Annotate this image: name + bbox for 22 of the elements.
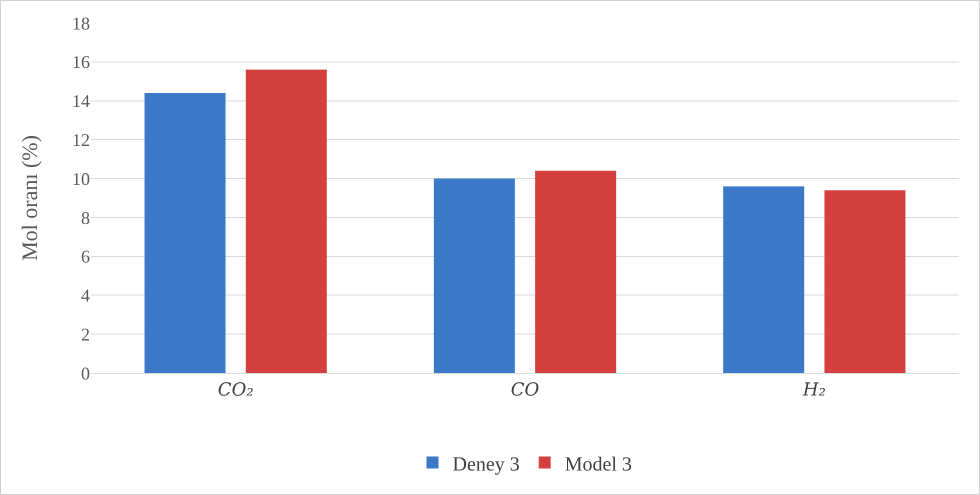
legend-label: Deney 3 xyxy=(452,453,520,476)
y-tick-label: 6 xyxy=(81,246,90,267)
x-tick-label: CO xyxy=(510,380,540,401)
legend-label: Model 3 xyxy=(564,453,632,476)
y-axis-title: Mol oranı (%) xyxy=(17,135,42,261)
y-tick-label: 14 xyxy=(72,91,90,112)
bar xyxy=(144,93,226,373)
bar xyxy=(723,186,804,373)
bar xyxy=(535,170,616,373)
y-tick-label: 0 xyxy=(81,363,90,384)
y-tick-label: 2 xyxy=(81,324,90,344)
y-tick-label: 10 xyxy=(72,168,90,189)
x-tick-label: CO₂ xyxy=(218,380,254,401)
bar xyxy=(434,178,515,373)
y-tick-label: 8 xyxy=(81,208,90,228)
bar xyxy=(824,190,906,373)
x-tick-label: H₂ xyxy=(802,380,826,401)
y-tick-label: 16 xyxy=(72,52,90,72)
bar xyxy=(246,70,327,373)
y-tick-label: 12 xyxy=(72,130,90,150)
y-tick-label: 18 xyxy=(72,13,90,34)
y-tick-label: 4 xyxy=(81,286,90,306)
